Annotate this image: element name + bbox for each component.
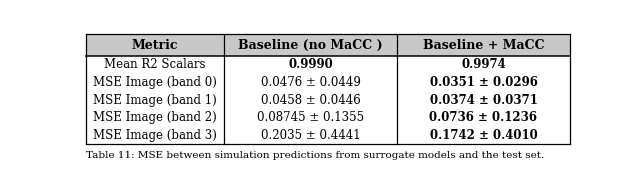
Text: 0.9990: 0.9990	[288, 58, 333, 71]
Text: Mean R2 Scalars: Mean R2 Scalars	[104, 58, 206, 71]
Text: 0.08745 ± 0.1355: 0.08745 ± 0.1355	[257, 111, 364, 124]
Bar	[86, 127, 570, 144]
Text: MSE Image (band 3): MSE Image (band 3)	[93, 129, 217, 142]
Text: 0.9974: 0.9974	[461, 58, 506, 71]
Bar	[86, 56, 570, 74]
Bar	[86, 74, 570, 91]
Bar	[86, 34, 570, 56]
Text: 0.2035 ± 0.4441: 0.2035 ± 0.4441	[260, 129, 360, 142]
Text: MSE Image (band 2): MSE Image (band 2)	[93, 111, 217, 124]
Text: 0.0374 ± 0.0371: 0.0374 ± 0.0371	[429, 94, 538, 107]
Text: Baseline + MaCC: Baseline + MaCC	[422, 39, 544, 52]
Text: Metric: Metric	[132, 39, 179, 52]
Text: 0.0736 ± 0.1236: 0.0736 ± 0.1236	[429, 111, 538, 124]
Text: 0.1742 ± 0.4010: 0.1742 ± 0.4010	[429, 129, 538, 142]
Text: Table 11: MSE between simulation predictions from surrogate models and the test : Table 11: MSE between simulation predict…	[86, 151, 545, 160]
Text: MSE Image (band 1): MSE Image (band 1)	[93, 94, 217, 107]
Text: Baseline (no MaCC ): Baseline (no MaCC )	[238, 39, 383, 52]
Text: MSE Image (band 0): MSE Image (band 0)	[93, 76, 217, 89]
Bar	[86, 91, 570, 109]
Text: 0.0476 ± 0.0449: 0.0476 ± 0.0449	[260, 76, 360, 89]
Text: 0.0458 ± 0.0446: 0.0458 ± 0.0446	[260, 94, 360, 107]
Text: 0.0351 ± 0.0296: 0.0351 ± 0.0296	[429, 76, 538, 89]
Bar	[86, 109, 570, 127]
